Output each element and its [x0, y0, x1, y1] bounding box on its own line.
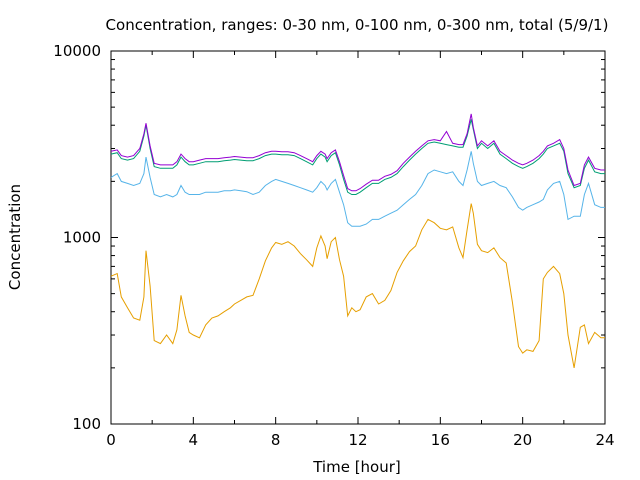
y-axis-label: Concentration	[6, 184, 24, 290]
series-line-2	[110, 151, 605, 227]
series-lines	[110, 113, 605, 368]
y-tick-label: 1000	[63, 229, 101, 247]
x-tick-label: 12	[348, 431, 367, 449]
x-tick-label: 4	[189, 431, 199, 449]
series-line-1	[110, 203, 605, 368]
x-axis-label: Time [hour]	[312, 458, 401, 476]
series-line-3	[110, 119, 605, 195]
y-tick-label: 10000	[53, 42, 101, 60]
x-tick-label: 20	[513, 431, 532, 449]
chart-title: Concentration, ranges: 0-30 nm, 0-100 nm…	[106, 16, 609, 34]
x-tick-label: 0	[106, 431, 116, 449]
series-line-4	[110, 113, 605, 192]
plot-frame	[110, 50, 606, 425]
y-tick-label: 100	[72, 415, 101, 433]
axis-ticks: 0 4 8 12 16 20 24 100 1000 10000	[53, 42, 614, 449]
x-tick-label: 16	[431, 431, 450, 449]
x-tick-label: 8	[271, 431, 281, 449]
x-tick-label: 24	[595, 431, 614, 449]
